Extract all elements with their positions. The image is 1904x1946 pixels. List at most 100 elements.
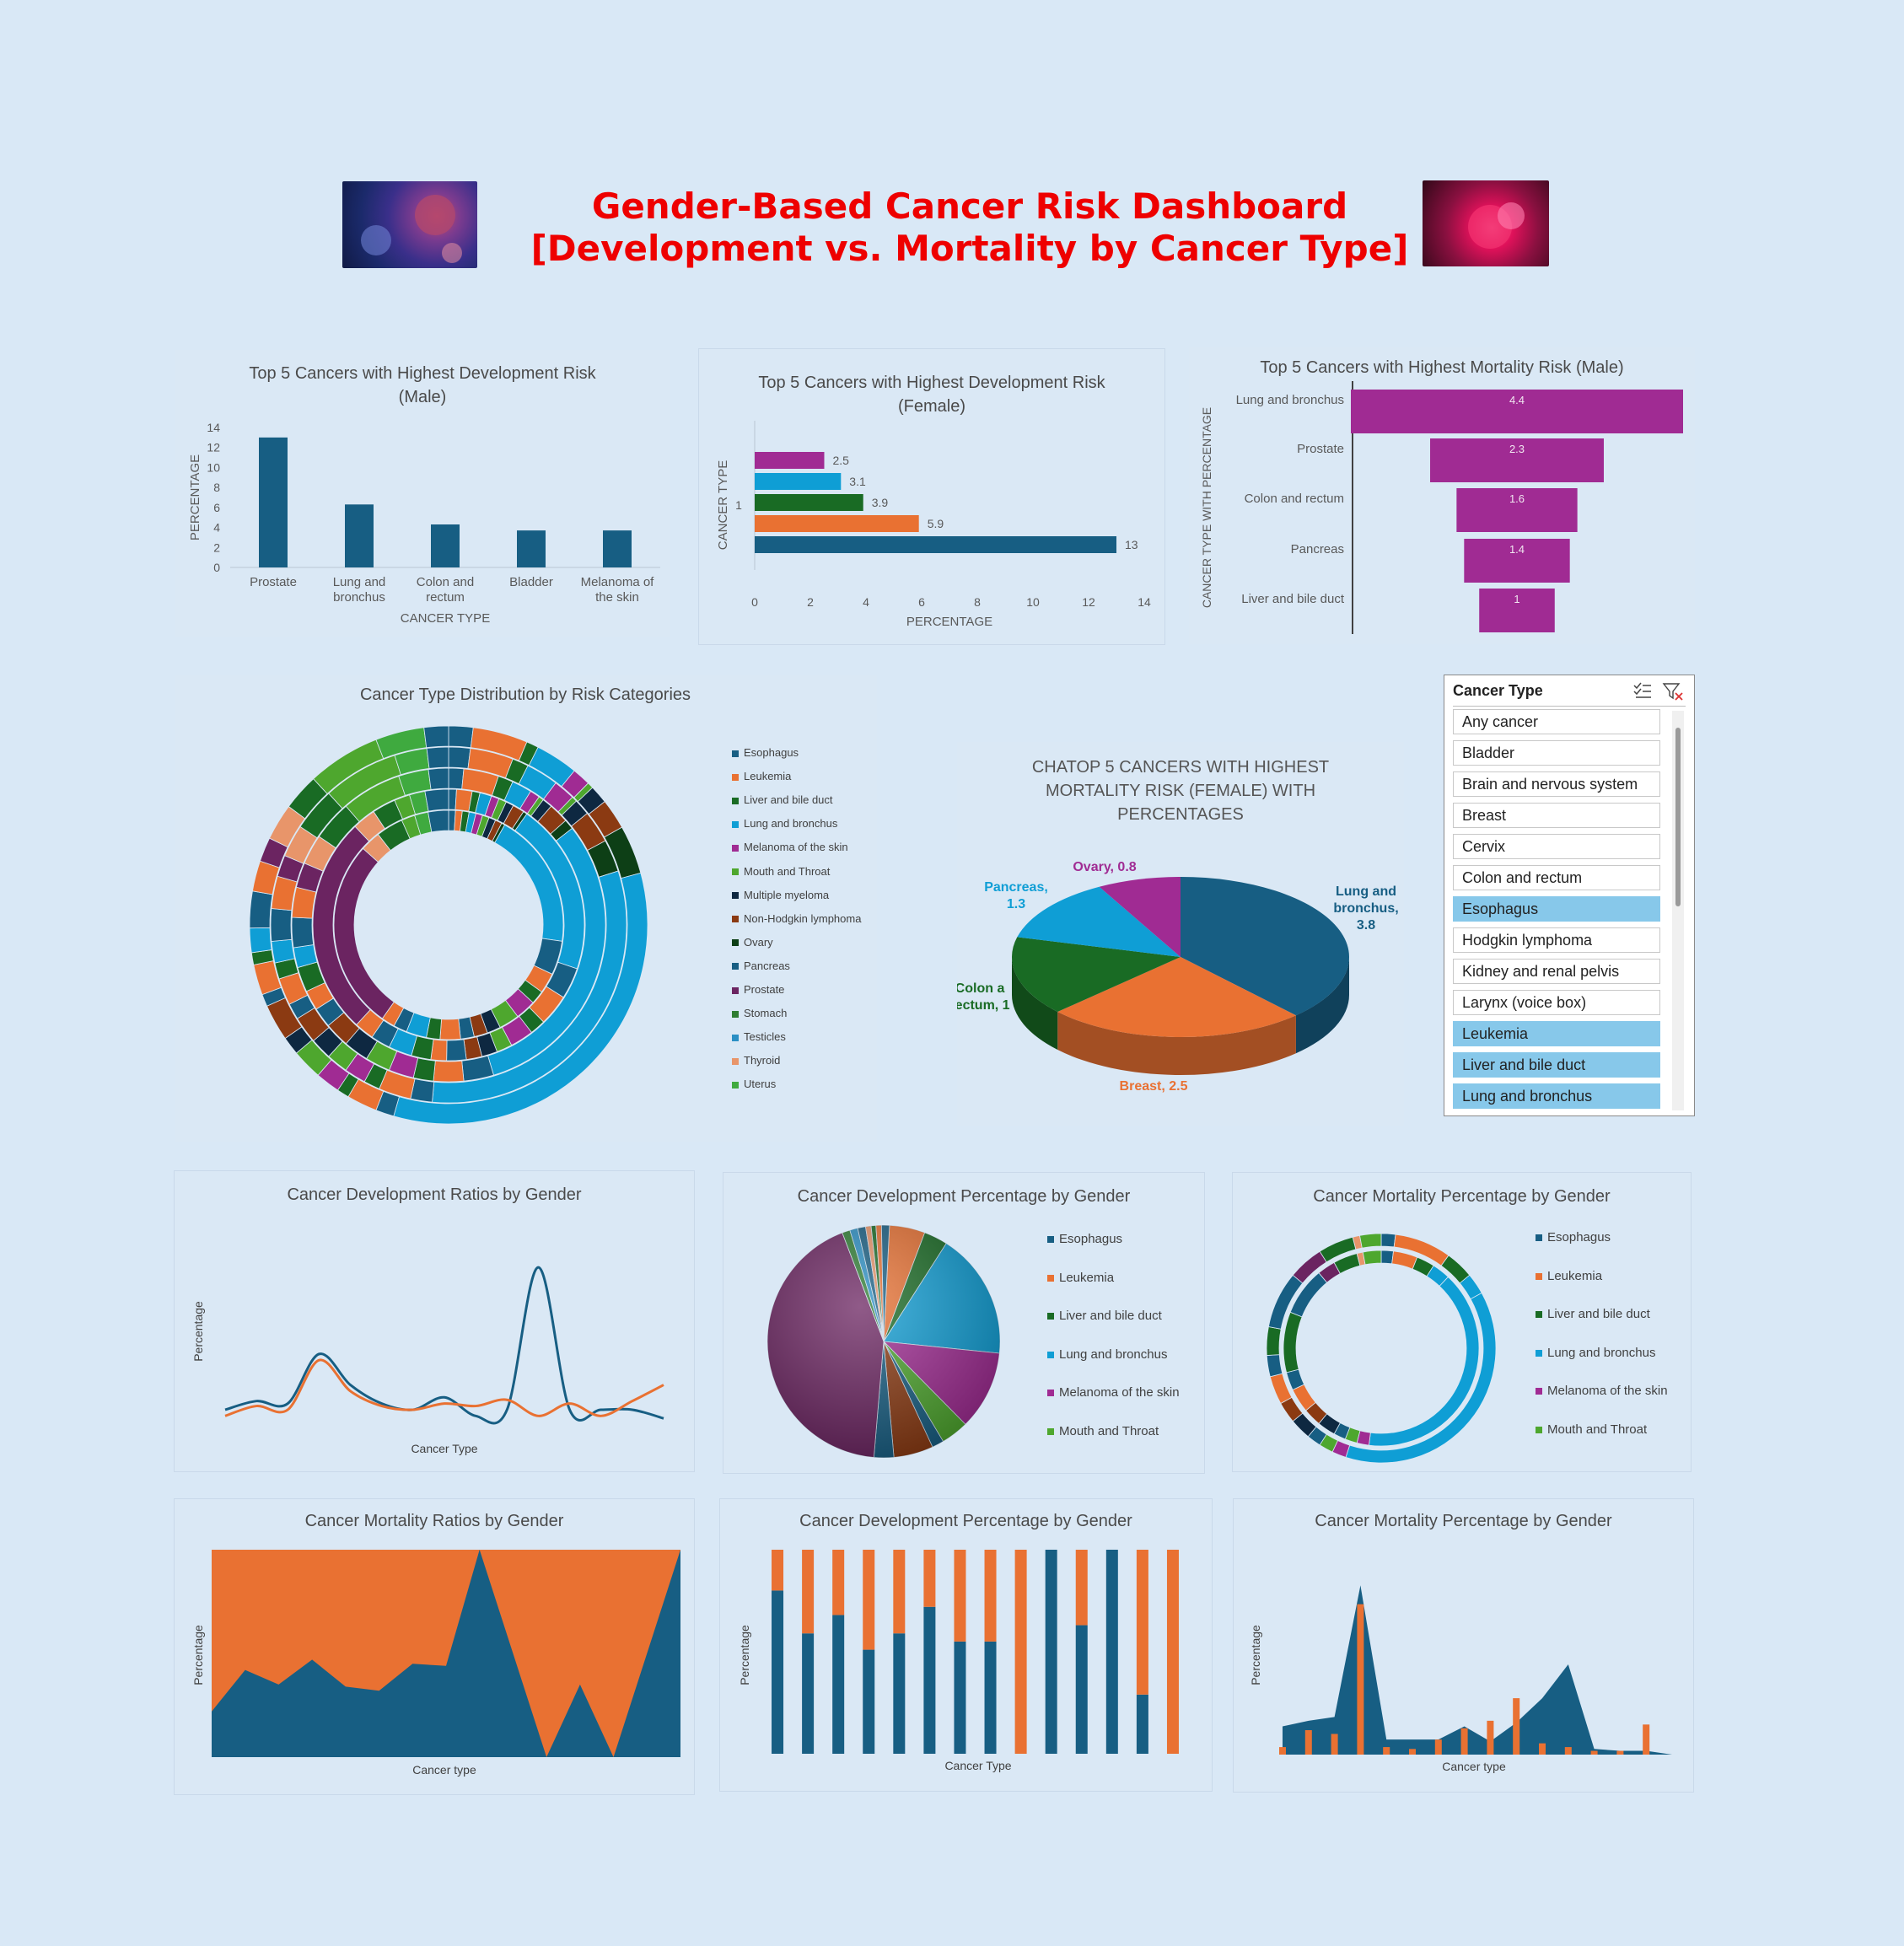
legend-item: Pancreas (732, 960, 790, 972)
ring-2-segment-21 (291, 917, 315, 949)
legend-label: Lung and bronchus (1059, 1347, 1168, 1362)
legend-label: Testicles (744, 1030, 786, 1044)
legend-swatch (1047, 1351, 1054, 1358)
slicer-scrollbar[interactable] (1672, 711, 1684, 1110)
legend-label: Multiple myeloma (744, 888, 830, 901)
chart-title: Top 5 Cancers with Highest Development R… (758, 374, 1105, 392)
column-5-series-0 (923, 1606, 936, 1754)
y-tick-label: 0 (213, 561, 220, 574)
y-tick-label: Lung and bronchus (1236, 393, 1344, 407)
column-3-series-0 (863, 1649, 875, 1754)
legend-swatch (1047, 1236, 1054, 1244)
data-label: rectum, 1 (957, 998, 1010, 1013)
y-tick-label: 10 (207, 460, 220, 474)
data-label: 3.8 (1357, 918, 1375, 933)
data-label: Pancreas, (984, 880, 1048, 895)
slicer-item[interactable]: Colon and rectum (1453, 865, 1660, 890)
x-axis-title: Cancer type (1442, 1760, 1506, 1773)
data-label: 2.5 (833, 454, 850, 467)
multi-select-icon[interactable] (1632, 680, 1654, 702)
slicer-item[interactable]: Cervix (1453, 834, 1660, 859)
slicer-item[interactable]: Any cancer (1453, 709, 1660, 734)
slicer-item[interactable]: Brain and nervous system (1453, 771, 1660, 797)
ring-0-segment-28 (423, 725, 449, 749)
slicer-item[interactable]: Hodgkin lymphoma (1453, 927, 1660, 953)
data-label: Colon a (957, 981, 1004, 996)
clear-filter-icon[interactable] (1662, 680, 1686, 702)
legend-item: Ovary (732, 936, 773, 949)
ring-1-segment-0 (1380, 1250, 1394, 1265)
x-tick-label: 0 (751, 595, 758, 609)
column-2-series-1 (832, 1550, 845, 1615)
chart-title: Cancer Type Distribution by Risk Categor… (359, 685, 691, 704)
legend-swatch (732, 892, 739, 900)
bar-13 (1616, 1750, 1624, 1755)
legend-swatch (1047, 1313, 1054, 1320)
slice-1 (1057, 957, 1296, 1037)
ring-2-segment-11 (433, 1060, 465, 1083)
legend-label: Liver and bile duct (1547, 1307, 1650, 1321)
chart-female-mortality[interactable]: CHATOP 5 CANCERS WITH HIGHEST MORTALITY … (957, 742, 1404, 1126)
y-tick-label: Prostate (1297, 442, 1344, 456)
chart-male-mortality[interactable]: Top 5 Cancers with Highest Mortality Ris… (1189, 347, 1695, 644)
chart-development-ratios[interactable]: Cancer Development Ratios by Gender Canc… (174, 1170, 695, 1472)
slicer-item[interactable]: Liver and bile duct (1453, 1052, 1660, 1078)
slicer-item[interactable]: Breast (1453, 803, 1660, 828)
slicer-item[interactable]: Esophagus (1453, 896, 1660, 922)
dashboard-title-line2: [Development vs. Mortality by Cancer Typ… (530, 228, 1409, 269)
chart-risk-distribution[interactable]: Cancer Type Distribution by Risk Categor… (175, 675, 877, 1142)
ring-3-segment-28 (424, 788, 449, 812)
legend-item: Esophagus (1047, 1232, 1122, 1246)
chart-mortality-combo[interactable]: Cancer Mortality Percentage by Gender Ca… (1233, 1498, 1694, 1793)
legend-swatch (732, 963, 739, 970)
chart-title: Cancer Development Ratios by Gender (287, 1185, 582, 1204)
x-tick-label: Bladder (509, 575, 553, 589)
cancer-type-slicer[interactable]: Cancer Type Any cancer Bladder Brain and n… (1444, 675, 1695, 1116)
x-tick-label: 6 (918, 595, 925, 609)
chart-mortality-ratios[interactable]: Cancer Mortality Ratios by Gender Cancer… (174, 1498, 695, 1795)
legend-item: Melanoma of the skin (732, 841, 848, 853)
bar-14 (1643, 1724, 1650, 1755)
chart-development-pie[interactable]: Cancer Development Percentage by Gender … (723, 1172, 1205, 1474)
y-tick-label: Pancreas (1291, 542, 1344, 556)
legend-label: Leukemia (1059, 1270, 1115, 1285)
chart-female-development[interactable]: Top 5 Cancers with Highest Development R… (698, 348, 1165, 645)
bar-12 (1590, 1750, 1598, 1755)
chart-mortality-donut[interactable]: Cancer Mortality Percentage by Gender Es… (1232, 1172, 1692, 1472)
legend-item: Uterus (732, 1078, 776, 1090)
data-label: 3.9 (872, 496, 889, 509)
funnel-bar-4 (1479, 589, 1555, 632)
bar-4 (755, 536, 1116, 553)
legend-label: Stomach (744, 1007, 788, 1020)
x-tick-label: 14 (1138, 595, 1151, 609)
bar-3 (517, 530, 546, 567)
legend-label: Melanoma of the skin (1059, 1385, 1180, 1400)
chart-title: PERCENTAGES (1117, 805, 1244, 824)
legend-item: Melanoma of the skin (1536, 1384, 1668, 1398)
slicer-item[interactable]: Kidney and renal pelvis (1453, 959, 1660, 984)
y-tick-label: 4 (213, 521, 220, 535)
data-label: 1.6 (1509, 492, 1525, 505)
column-7-series-0 (984, 1641, 997, 1754)
data-label: 1.4 (1509, 543, 1525, 556)
legend-label: Mouth and Throat (1547, 1422, 1648, 1437)
slicer-item[interactable]: Leukemia (1453, 1021, 1660, 1046)
y-tick-label: Colon and rectum (1245, 492, 1344, 506)
slicer-item[interactable]: Larynx (voice box) (1453, 990, 1660, 1015)
column-1-series-1 (802, 1550, 815, 1634)
slicer-item[interactable]: Lung and bronchus (1453, 1083, 1660, 1109)
slicer-title: Cancer Type (1453, 682, 1543, 699)
slicer-item[interactable]: Bladder (1453, 740, 1660, 766)
ring-0-segment-0 (448, 725, 474, 749)
chart-male-development[interactable]: Top 5 Cancers with Highest Development R… (175, 350, 670, 637)
chart-development-stacked[interactable]: Cancer Development Percentage by Gender … (719, 1498, 1213, 1792)
funnel-bar-3 (1464, 539, 1570, 583)
chart-title: (Male) (398, 388, 447, 406)
slice-side-2 (1012, 957, 1058, 1051)
funnel-bar-0 (1351, 390, 1683, 433)
cancer-cells-image-icon (342, 181, 477, 268)
legend-swatch (732, 1010, 739, 1018)
ring-0-segment-20 (249, 927, 272, 954)
bar-1 (345, 504, 374, 567)
y-tick-label: 6 (213, 501, 220, 514)
